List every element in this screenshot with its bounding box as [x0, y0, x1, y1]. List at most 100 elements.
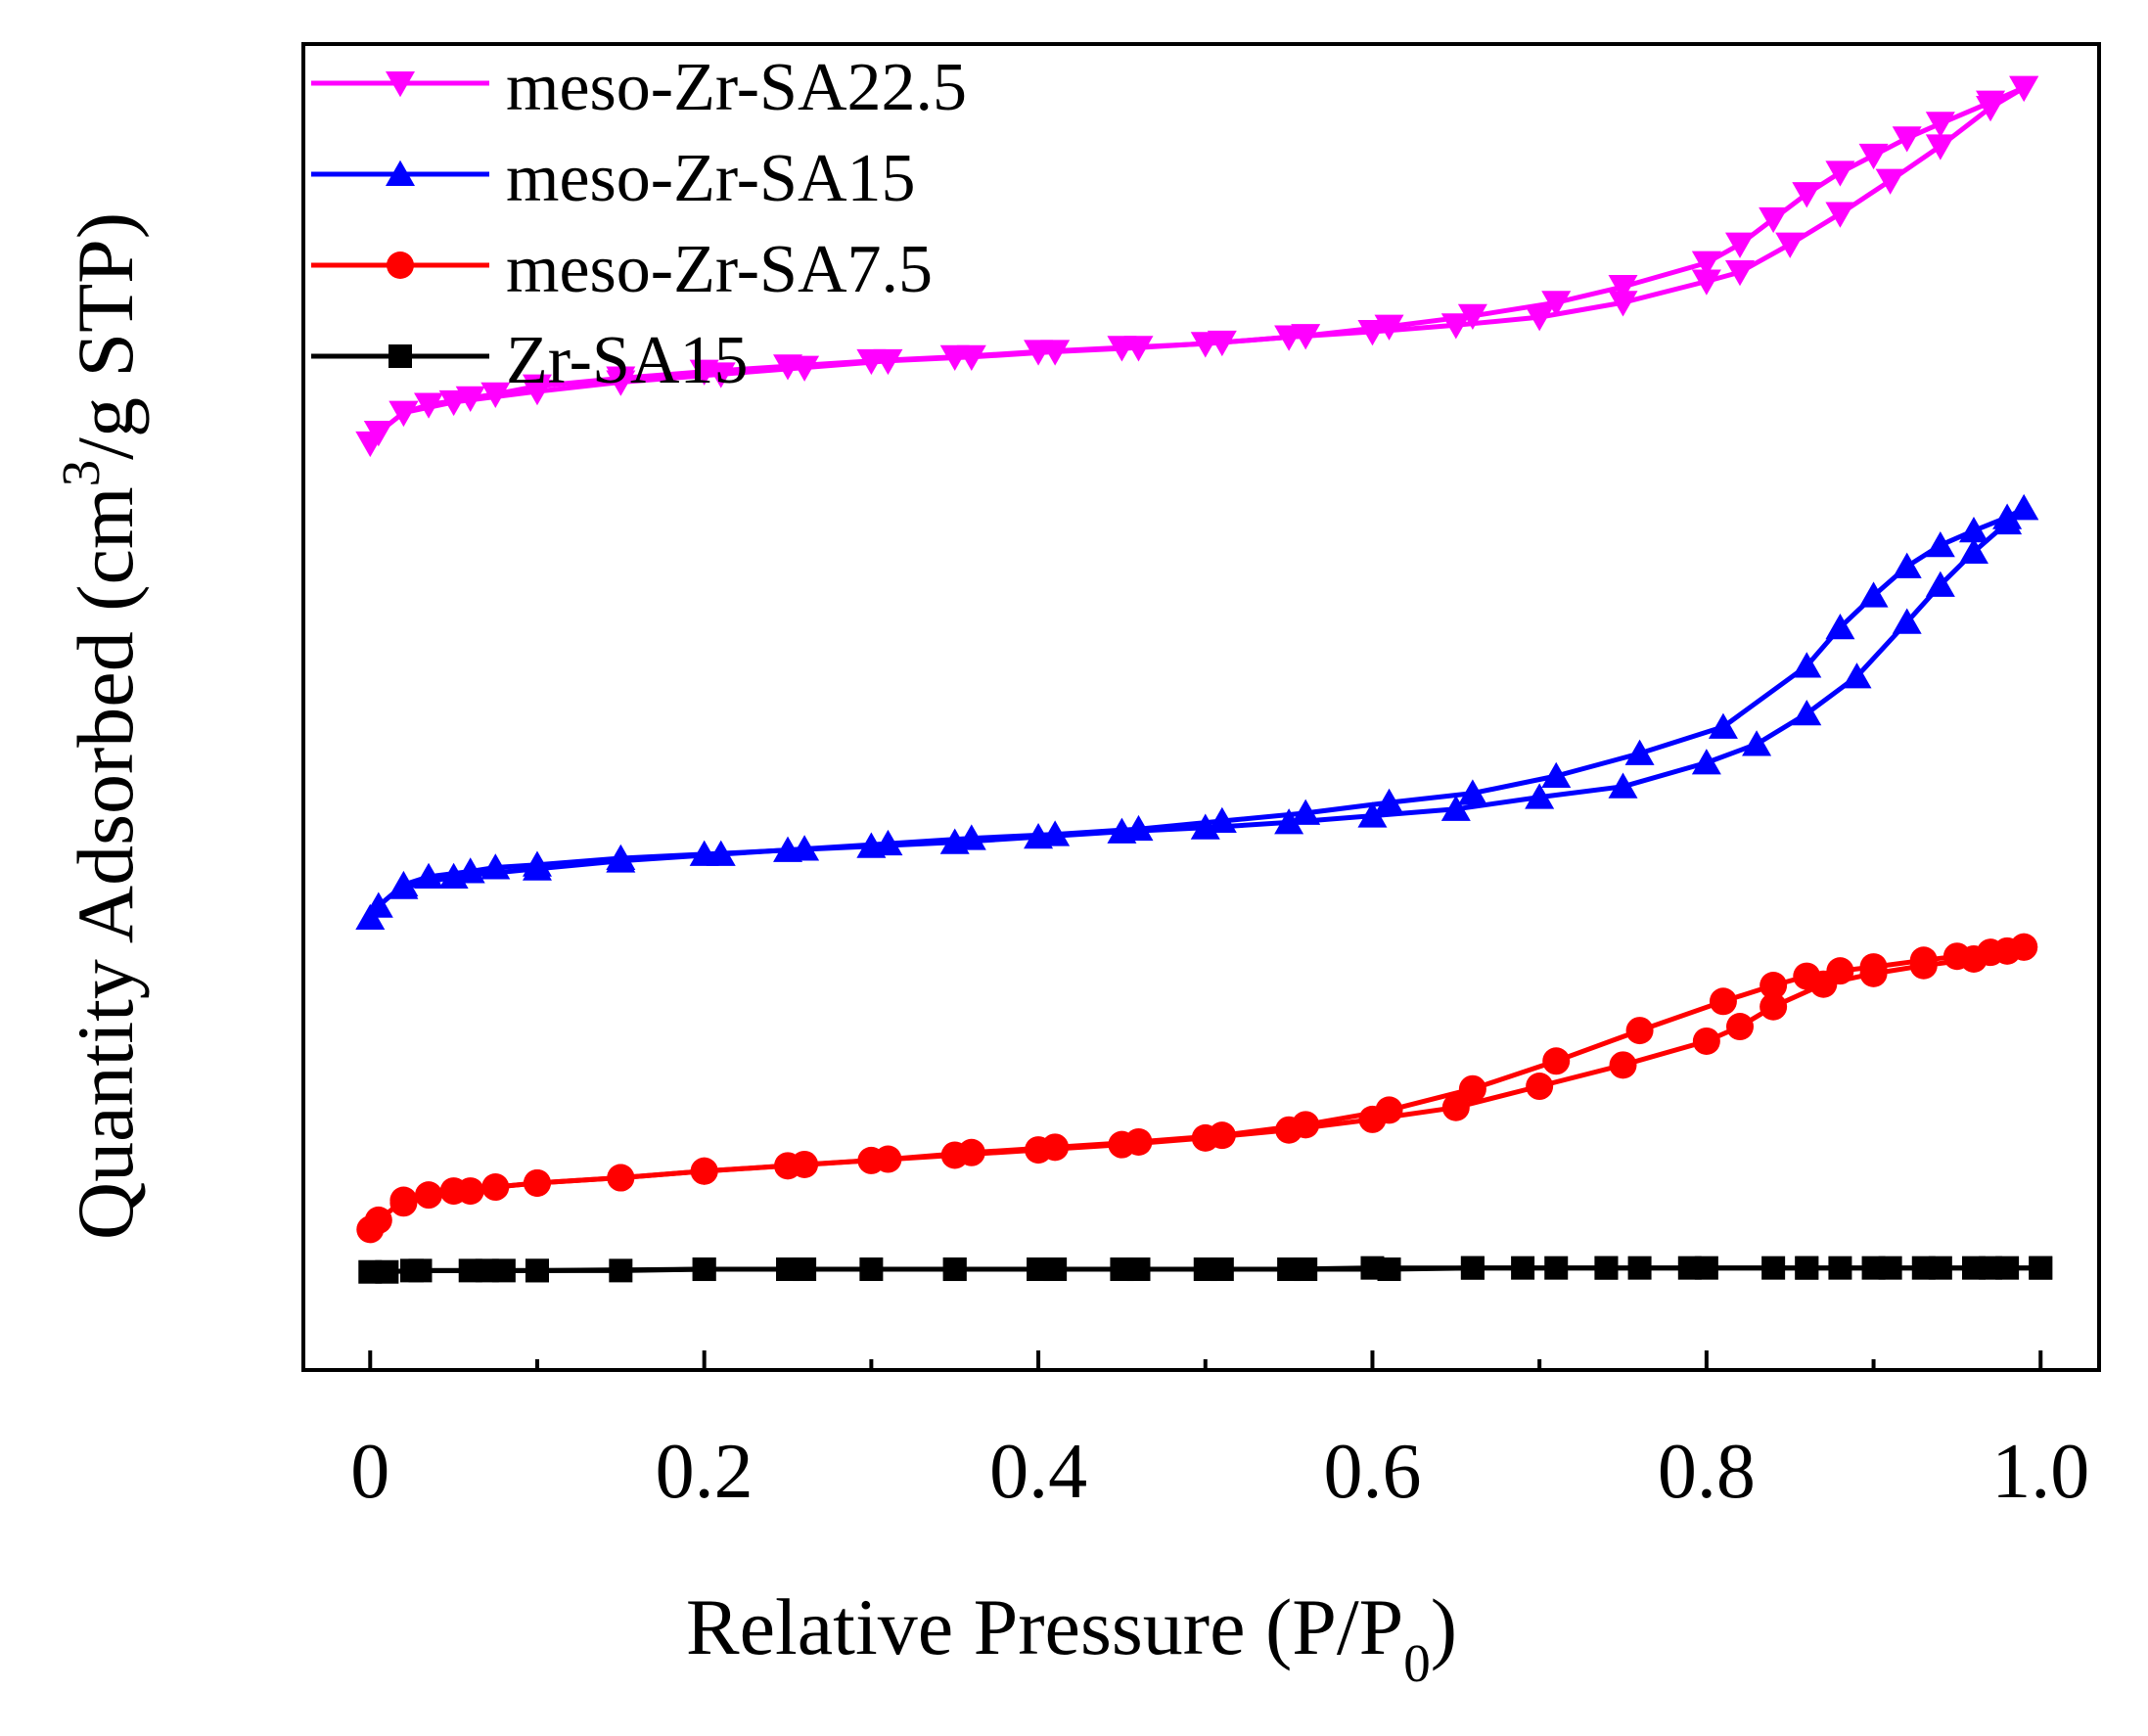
adsorption-point	[375, 1259, 399, 1284]
desorption-point	[1625, 1017, 1654, 1045]
adsorption-point	[1525, 783, 1555, 809]
y-axis-label-close: /g STP)	[61, 212, 150, 460]
desorption-point	[408, 1258, 433, 1283]
desorption-point	[1041, 1133, 1070, 1162]
desorption-point	[790, 355, 820, 382]
desorption-point	[956, 344, 986, 372]
desorption-point	[606, 846, 636, 873]
desorption-point	[1925, 112, 1955, 138]
desorption-point	[1207, 330, 1237, 357]
series-layer	[355, 75, 2053, 1284]
desorption-point	[1795, 1256, 1819, 1280]
desorption-point	[1541, 291, 1572, 317]
series-zr-sa15	[358, 1256, 2053, 1284]
adsorption-point	[1440, 795, 1471, 821]
desorption-point	[1708, 712, 1738, 739]
desorption-point	[1210, 1257, 1234, 1282]
desorption-point	[1291, 324, 1321, 350]
desorption-point	[957, 1138, 985, 1166]
desorption-point	[690, 1157, 718, 1185]
desorption-point	[1691, 251, 1721, 277]
y-axis-label-superscript: 3	[51, 460, 111, 487]
adsorption-point	[363, 421, 393, 447]
desorption-point	[1375, 1096, 1403, 1124]
x-axis-label: Relative Pressure (P/P0)	[686, 1582, 1457, 1693]
desorption-point	[525, 1258, 549, 1283]
x-tick-label: 0	[350, 1429, 389, 1515]
adsorption-point	[1825, 202, 1855, 228]
desorption-point	[1043, 1257, 1068, 1282]
desorption-point	[523, 1168, 551, 1197]
series-meso-zr-sa22-5	[355, 75, 2039, 458]
legend-marker	[387, 251, 414, 279]
legend-marker	[386, 71, 415, 98]
desorption-point	[1040, 340, 1071, 366]
x-tick-label: 0.2	[656, 1429, 754, 1515]
desorption-point	[1958, 517, 1988, 543]
desorption-point	[873, 829, 903, 856]
adsorption-point	[1725, 260, 1755, 287]
desorption-point	[1928, 1256, 1952, 1280]
desorption-point	[1760, 972, 1788, 1000]
desorption-point	[1977, 938, 2005, 967]
adsorption-point	[1691, 749, 1721, 775]
y-axis-label-main: Quantity Adsorbed (cm	[61, 486, 150, 1240]
legend-item-meso-zr-sa7-5: meso-Zr-SA7.5	[311, 232, 933, 307]
desorption-point	[1759, 206, 1789, 234]
adsorption-point	[1511, 1256, 1535, 1280]
desorption-point	[1457, 303, 1487, 331]
adsorption-point	[1726, 1013, 1754, 1041]
desorption-point	[1858, 143, 1889, 170]
desorption-point	[1123, 814, 1154, 842]
desorption-point	[438, 389, 469, 417]
desorption-point	[1542, 1047, 1571, 1075]
adsorption-point	[1608, 772, 1638, 799]
legend-marker	[386, 160, 415, 186]
desorption-point	[706, 840, 736, 866]
desorption-point	[1892, 552, 1922, 578]
desorption-point	[1457, 779, 1487, 805]
desorption-point	[522, 854, 552, 881]
adsorption-point	[609, 1258, 633, 1283]
desorption-point	[692, 1257, 716, 1282]
desorption-point	[475, 1258, 499, 1283]
adsorption-point	[1627, 1256, 1652, 1280]
desorption-point	[1825, 613, 1855, 640]
legend-marker	[388, 344, 412, 368]
desorption-point	[1292, 1111, 1320, 1139]
adsorption-point	[1190, 813, 1220, 840]
desorption-point	[1374, 314, 1404, 341]
desorption-point	[1124, 1127, 1153, 1156]
desorption-point	[388, 873, 419, 899]
adsorption-point	[1440, 313, 1471, 340]
adsorption-point	[1525, 305, 1555, 332]
series-meso-zr-sa15	[355, 494, 2039, 930]
desorption-point	[1925, 530, 1955, 558]
adsorption-point	[414, 862, 444, 889]
desorption-point	[790, 835, 820, 861]
x-tick-label: 0.4	[989, 1429, 1087, 1515]
desorption-point	[1608, 274, 1638, 301]
adsorption-point	[1761, 1256, 1786, 1280]
adsorption-point	[1441, 1093, 1470, 1121]
desorption-point	[1208, 1121, 1236, 1150]
desorption-point	[1709, 987, 1737, 1016]
adsorption-point	[414, 392, 444, 419]
adsorption-point	[455, 857, 485, 884]
desorption-point	[1677, 1256, 1702, 1280]
desorption-point	[1792, 652, 1822, 678]
x-axis-label-subscript: 0	[1403, 1633, 1431, 1693]
adsorption-point	[1544, 1256, 1569, 1280]
x-axis-label-close: )	[1431, 1582, 1457, 1671]
desorption-point	[1458, 1074, 1486, 1103]
desorption-point	[2010, 933, 2038, 961]
adsorption-point	[480, 382, 511, 408]
desorption-point	[607, 1164, 635, 1192]
desorption-point	[1825, 160, 1855, 187]
series-meso-zr-sa7-5	[356, 933, 2038, 1244]
desorption-point	[439, 1177, 468, 1206]
legend-item-meso-zr-sa15: meso-Zr-SA15	[311, 141, 916, 216]
desorption-point	[1377, 1257, 1401, 1282]
plot-frame	[301, 42, 2101, 1372]
adsorption-point	[363, 891, 393, 918]
